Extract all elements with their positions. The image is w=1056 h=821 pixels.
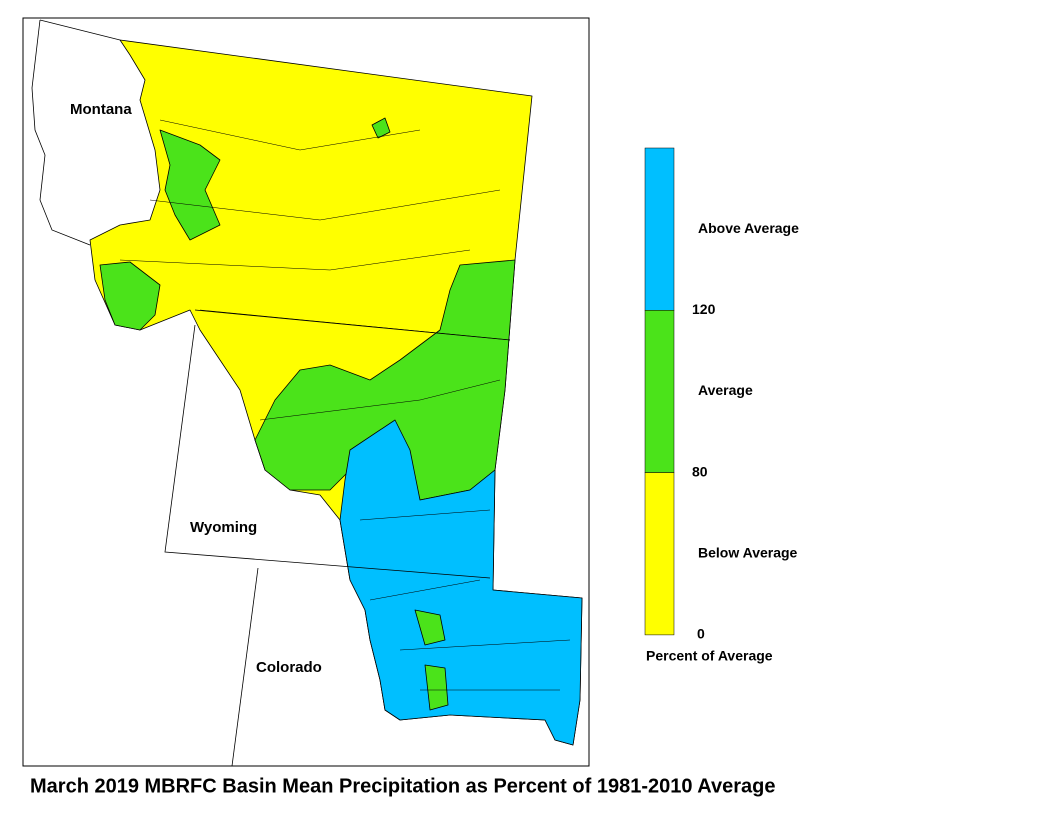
state-border <box>194 309 511 341</box>
average-area <box>159 129 221 241</box>
average-area <box>99 261 161 331</box>
legend-swatch <box>644 310 675 473</box>
above-average-area <box>339 419 583 746</box>
map-title: March 2019 MBRFC Basin Mean Precipitatio… <box>30 775 775 797</box>
legend-swatch <box>644 472 675 636</box>
state-border <box>231 567 259 767</box>
state-label: Wyoming <box>190 519 257 536</box>
state-label: Colorado <box>256 659 322 676</box>
legend-class-label: Below Average <box>698 544 798 560</box>
legend-break-label: 0 <box>697 626 705 642</box>
legend-title: Percent of Average <box>646 648 773 664</box>
legend-class-label: Above Average <box>698 220 799 236</box>
legend-class-label: Average <box>698 382 753 398</box>
legend-swatch <box>644 147 675 311</box>
map <box>89 39 583 746</box>
legend-break-label: 80 <box>692 463 708 479</box>
state-label: Montana <box>70 101 132 118</box>
state-border <box>31 19 91 246</box>
state-border <box>164 324 491 579</box>
state-borders <box>31 19 511 767</box>
average-area <box>414 609 446 646</box>
legend: Above Average Average Below Average 120 80 0 P… <box>644 147 799 664</box>
average-area <box>371 117 391 139</box>
labels: Montana Wyoming Colorado <box>70 101 322 676</box>
legend-break-label: 120 <box>692 301 716 317</box>
average-area <box>424 664 449 711</box>
state-border <box>39 19 121 41</box>
